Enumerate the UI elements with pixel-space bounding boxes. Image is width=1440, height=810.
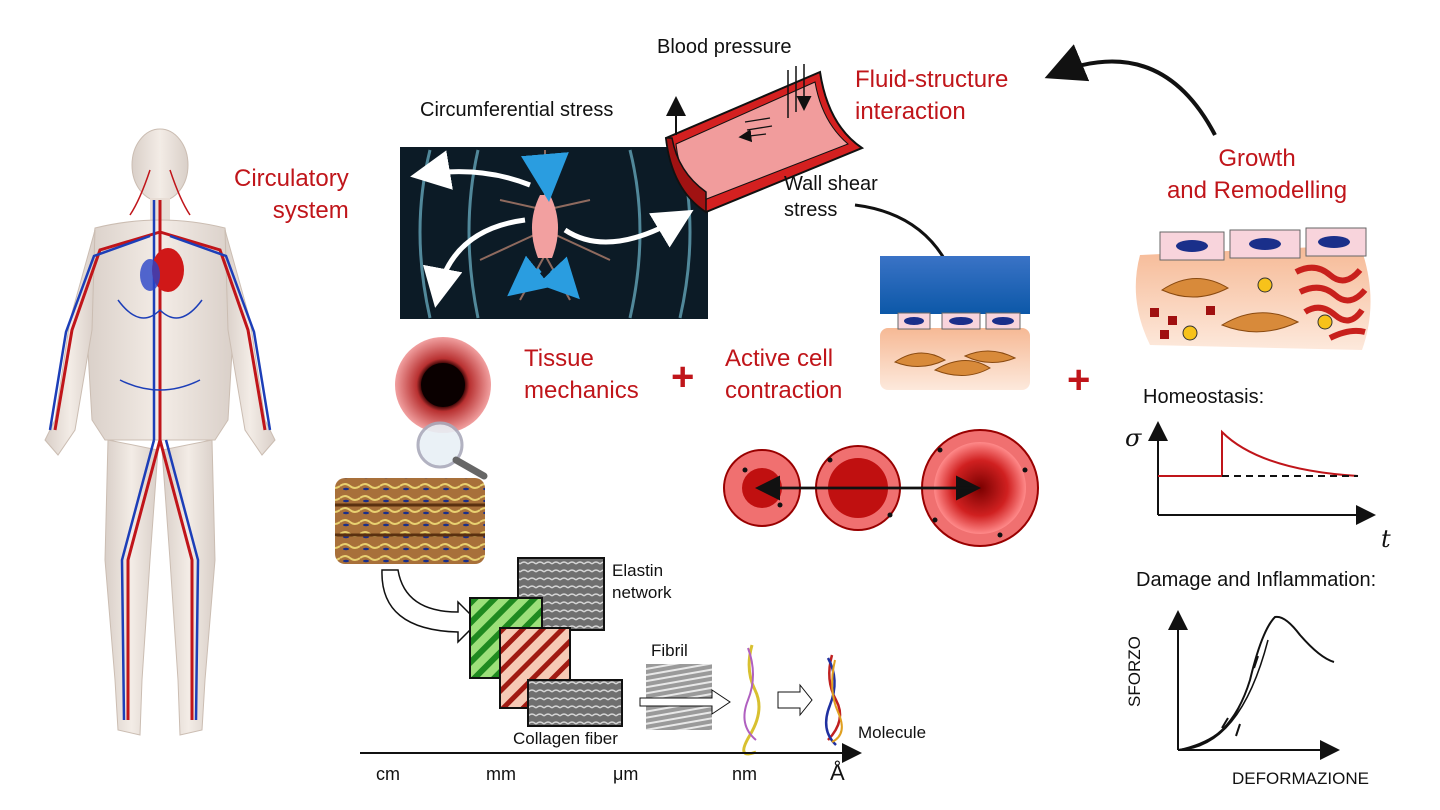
scale-tick-cm: cm [376,764,400,784]
damage-curve-unload-2 [1177,704,1241,751]
homeostasis-xlabel: t [1381,525,1391,553]
label-tissue-mechanics: Tissue mechanics [524,345,639,404]
label-circulatory-system: Circulatory system [234,165,349,224]
scale-tick-angstrom: Å [830,760,845,785]
contraction-circles [723,429,1039,547]
label-molecule: Molecule [858,723,927,742]
scale-tick-um: μm [613,764,639,784]
damage-ylabel: SFORZO [1125,636,1144,707]
damage-curve-unload-1 [1177,639,1269,751]
label-blood-pressure: Blood pressure [657,36,792,58]
damage-curve-loading [1177,615,1335,751]
plus-sign-2: + [1067,358,1091,402]
label-damage-inflammation: Damage and Inflammation: [1136,569,1377,591]
label-homeostasis: Homeostasis: [1143,386,1265,408]
label-collagen-fiber: Collagen fiber [513,729,618,748]
label-elastin-network: Elastin network [612,561,672,602]
scale-tick-mm: mm [486,764,516,784]
growth-remodelling-block [1135,227,1371,350]
vessel-section [664,64,865,214]
damage-chart [1168,610,1340,760]
human-body-figure [44,128,276,736]
scale-tick-nm: nm [732,764,758,784]
collagen-image [527,679,623,727]
endothelium-block [880,256,1030,390]
label-fibril: Fibril [651,641,688,660]
label-circumferential-stress: Circumferential stress [420,99,614,121]
fibril-image [639,664,731,730]
aorta-image [400,147,708,319]
arrow-growth-to-fsi [1044,44,1217,136]
homeostasis-chart [1148,421,1376,525]
homeostasis-ylabel: σ [1125,424,1142,452]
label-wall-shear-stress: Wall shear stress [784,173,878,221]
molecule-strands [742,644,843,756]
label-active-cell-contraction: Active cell contraction [725,345,843,404]
tissue-block [335,478,485,644]
plus-sign-1: + [671,355,695,399]
homeostasis-curve [1158,429,1359,477]
damage-xlabel: DEFORMAZIONE [1232,769,1369,788]
tissue-ring [395,337,491,480]
label-growth-remodelling: Growth and Remodelling [1166,145,1348,204]
label-fluid-structure: Fluid-structure interaction [855,66,1009,125]
